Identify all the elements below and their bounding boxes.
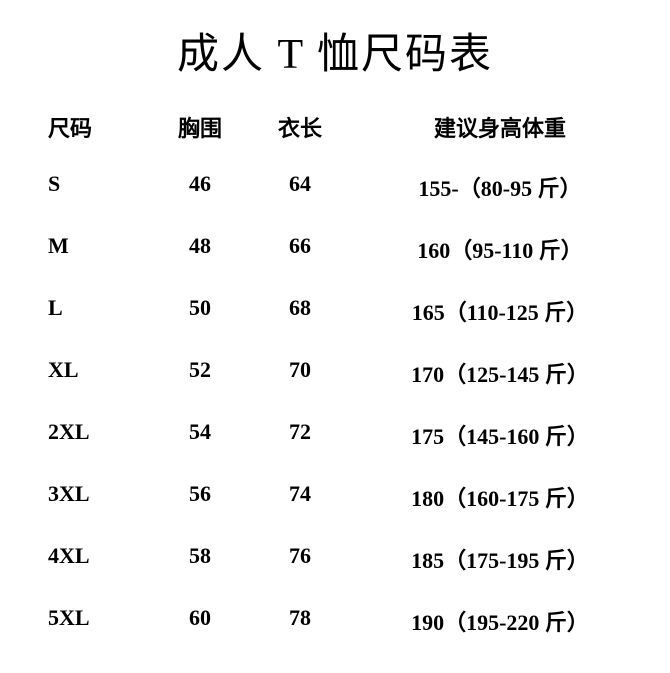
table-row: 5XL 60 78 190（195-220 斤） [40, 605, 630, 637]
cell-chest: 58 [150, 543, 250, 575]
cell-length: 64 [250, 171, 350, 203]
cell-length: 72 [250, 419, 350, 451]
table-row: S 46 64 155-（80-95 斤） [40, 171, 630, 203]
cell-length: 68 [250, 295, 350, 327]
page-title: 成人 T 恤尺码表 [40, 20, 630, 81]
cell-size: 4XL [40, 543, 150, 575]
cell-size: 3XL [40, 481, 150, 513]
cell-chest: 52 [150, 357, 250, 389]
cell-length: 70 [250, 357, 350, 389]
cell-recommendation: 170（125-145 斤） [350, 357, 630, 389]
cell-length: 76 [250, 543, 350, 575]
cell-size: 2XL [40, 419, 150, 451]
cell-size: 5XL [40, 605, 150, 637]
table-row: 2XL 54 72 175（145-160 斤） [40, 419, 630, 451]
table-row: XL 52 70 170（125-145 斤） [40, 357, 630, 389]
cell-chest: 50 [150, 295, 250, 327]
cell-recommendation: 165（110-125 斤） [350, 295, 630, 327]
cell-recommendation: 180（160-175 斤） [350, 481, 630, 513]
header-chest: 胸围 [150, 111, 250, 143]
header-size: 尺码 [40, 111, 150, 143]
header-length: 衣长 [250, 111, 350, 143]
table-row: 4XL 58 76 185（175-195 斤） [40, 543, 630, 575]
cell-length: 66 [250, 233, 350, 265]
cell-chest: 48 [150, 233, 250, 265]
table-row: 3XL 56 74 180（160-175 斤） [40, 481, 630, 513]
cell-recommendation: 190（195-220 斤） [350, 605, 630, 637]
cell-size: M [40, 233, 150, 265]
cell-size: S [40, 171, 150, 203]
table-header-row: 尺码 胸围 衣长 建议身高体重 [40, 111, 630, 143]
table-row: M 48 66 160（95-110 斤） [40, 233, 630, 265]
cell-recommendation: 175（145-160 斤） [350, 419, 630, 451]
cell-recommendation: 160（95-110 斤） [350, 233, 630, 265]
cell-size: XL [40, 357, 150, 389]
header-recommendation: 建议身高体重 [350, 111, 630, 143]
cell-chest: 54 [150, 419, 250, 451]
cell-length: 74 [250, 481, 350, 513]
cell-chest: 46 [150, 171, 250, 203]
cell-recommendation: 185（175-195 斤） [350, 543, 630, 575]
table-row: L 50 68 165（110-125 斤） [40, 295, 630, 327]
cell-size: L [40, 295, 150, 327]
cell-chest: 60 [150, 605, 250, 637]
size-table: 尺码 胸围 衣长 建议身高体重 S 46 64 155-（80-95 斤） M … [40, 111, 630, 637]
cell-recommendation: 155-（80-95 斤） [350, 171, 630, 203]
cell-length: 78 [250, 605, 350, 637]
cell-chest: 56 [150, 481, 250, 513]
